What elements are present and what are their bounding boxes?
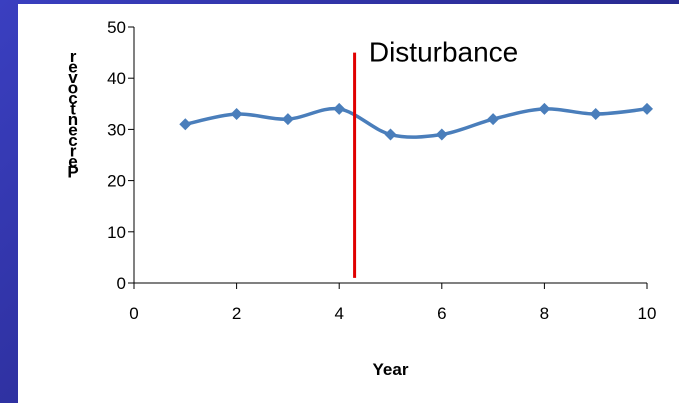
overlay-group: Disturbance (353, 36, 518, 278)
x-tick-label: 4 (334, 304, 343, 323)
data-point (281, 113, 294, 126)
y-tick-label: 30 (107, 120, 126, 139)
data-point (384, 128, 397, 141)
x-tick-label: 10 (638, 304, 657, 323)
tick-labels: 0 10 20 30 40 50 0 2 4 6 8 10 (107, 18, 656, 323)
y-axis-title-letter: P (67, 163, 78, 182)
y-axis-title-letter: e (68, 58, 77, 77)
y-axis-title-letter: c (68, 89, 77, 108)
series-group (179, 102, 653, 141)
data-point (333, 102, 346, 115)
y-axis-title-letter: e (68, 152, 77, 171)
y-axis-title-letter: t (70, 100, 76, 119)
y-axis-title-letter: e (68, 121, 77, 140)
y-tick-label: 20 (107, 172, 126, 191)
data-point (538, 102, 551, 115)
x-tick-label: 8 (540, 304, 549, 323)
x-tick-label: 6 (437, 304, 446, 323)
data-point (179, 118, 192, 131)
y-axis-title-letter: o (68, 79, 78, 98)
y-axis-title-letter: v (68, 68, 78, 87)
y-tick-label: 0 (117, 274, 126, 293)
disturbance-annotation: Disturbance (369, 36, 518, 67)
x-tick-label: 2 (232, 304, 241, 323)
chart-axes (128, 26, 648, 289)
y-axis-title-letter: c (68, 131, 77, 150)
slide-panel (18, 4, 679, 403)
data-point (487, 113, 500, 126)
y-axis-title-letter: r (70, 47, 77, 66)
y-tick-label: 40 (107, 69, 126, 88)
x-axis-title: Year (373, 360, 409, 379)
data-point (589, 108, 602, 121)
data-point (230, 108, 243, 121)
x-tick-label: 0 (129, 304, 138, 323)
y-axis-title-letter: n (68, 110, 78, 129)
y-tick-label: 50 (107, 18, 126, 37)
data-point (641, 102, 653, 115)
y-tick-label: 10 (107, 223, 126, 242)
y-axis-title-letter: r (70, 142, 77, 161)
data-point (435, 128, 448, 141)
series-line (184, 106, 648, 139)
